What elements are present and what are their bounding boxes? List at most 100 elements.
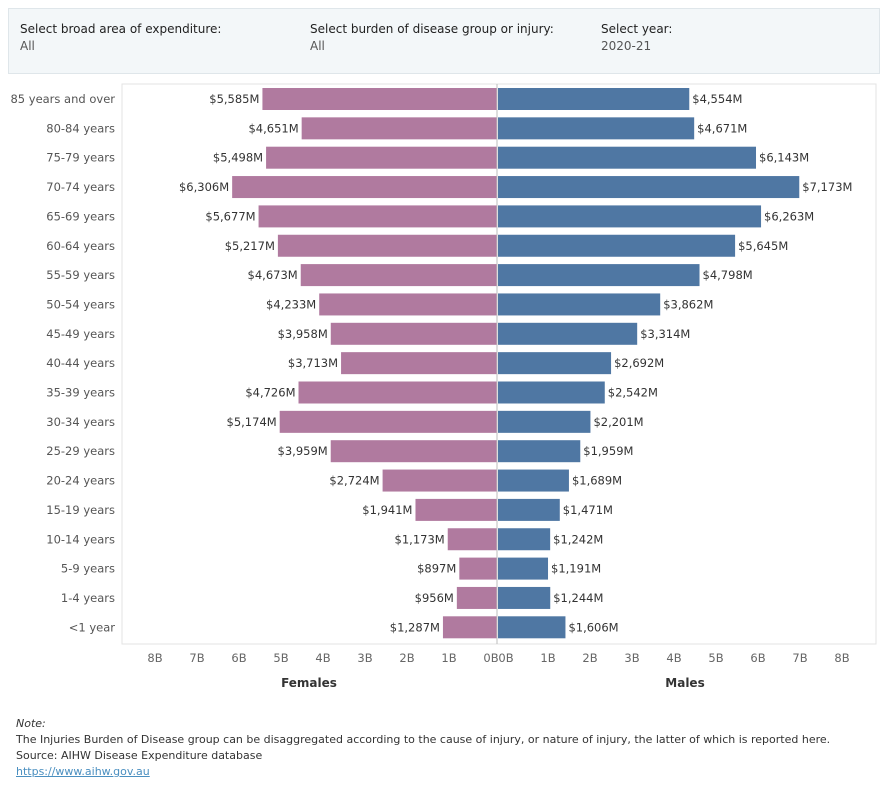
female-bar [266, 146, 497, 169]
male-value-label: $3,314M [640, 327, 690, 341]
male-bar [498, 205, 762, 228]
female-bar [277, 234, 497, 257]
male-value-label: $2,542M [608, 386, 658, 400]
expenditure-area-filter-label: Select broad area of expenditure: [20, 22, 222, 36]
female-value-label: $2,724M [329, 474, 379, 488]
male-bar [498, 557, 549, 580]
male-value-label: $2,692M [614, 356, 664, 370]
male-bar [498, 381, 605, 404]
butterfly-bar-chart: 85 years and over $5,585M $4,554M 80-84 yea… [10, 83, 877, 690]
female-axis-tick: 5B [273, 651, 288, 665]
female-bar [459, 557, 497, 580]
age-group-label: 40-44 years [46, 356, 115, 370]
male-axis-tick: 4B [666, 651, 681, 665]
female-bar [330, 322, 497, 345]
female-axis-tick: 1B [441, 651, 456, 665]
plot-frame [121, 83, 877, 645]
male-value-label: $4,671M [697, 121, 747, 135]
male-value-label: $6,263M [764, 209, 814, 223]
male-bar [498, 293, 661, 316]
male-value-label: $4,554M [692, 92, 742, 106]
age-group-label: 45-49 years [46, 327, 115, 341]
male-value-label: $4,798M [703, 268, 753, 282]
expenditure-area-filter-value[interactable]: All [20, 39, 35, 53]
age-group-label: 60-64 years [46, 239, 115, 253]
age-group-label: <1 year [69, 620, 116, 634]
year-filter-value[interactable]: 2020-21 [601, 39, 652, 53]
female-axis-tick: 2B [399, 651, 414, 665]
male-bar [498, 352, 612, 375]
female-value-label: $4,673M [248, 268, 298, 282]
male-axis-tick: 3B [624, 651, 639, 665]
disease-group-filter[interactable]: Select burden of disease group or injury… [310, 22, 554, 53]
age-group-label: 70-74 years [46, 180, 115, 194]
female-bar [341, 352, 497, 375]
female-bar [298, 381, 497, 404]
female-axis-tick: 3B [357, 651, 372, 665]
age-group-label: 5-9 years [61, 562, 115, 576]
age-group-label: 10-14 years [46, 532, 115, 546]
female-value-label: $3,959M [278, 444, 328, 458]
male-value-label: $2,201M [593, 415, 643, 429]
source-link[interactable]: https://www.aihw.gov.au [16, 765, 150, 778]
female-value-label: $956M [415, 591, 454, 605]
female-bar [442, 616, 497, 639]
female-bar [258, 205, 497, 228]
note-text: The Injuries Burden of Disease group can… [16, 733, 831, 746]
male-value-label: $1,244M [553, 591, 603, 605]
year-filter-label: Select year: [601, 22, 673, 36]
female-bar [262, 88, 497, 110]
female-bar [279, 410, 497, 433]
age-group-label: 1-4 years [61, 591, 115, 605]
note-title: Note: [16, 717, 46, 730]
year-filter[interactable]: Select year: 2020-21 [601, 22, 672, 53]
female-bar [415, 498, 497, 521]
male-axis-tick: 7B [792, 651, 807, 665]
male-bar [498, 322, 638, 345]
expenditure-area-filter[interactable]: Select broad area of expenditure: All [20, 22, 221, 53]
female-value-label: $1,941M [362, 503, 412, 517]
male-bar [498, 469, 569, 492]
female-value-label: $5,498M [213, 151, 263, 165]
female-value-label: $3,958M [278, 327, 328, 341]
female-value-label: $5,677M [205, 209, 255, 223]
female-bar [382, 469, 497, 492]
age-group-label: 65-69 years [46, 209, 115, 223]
age-group-label: 50-54 years [46, 297, 115, 311]
female-bar [300, 264, 497, 287]
female-value-label: $4,726M [245, 386, 295, 400]
age-group-label: 25-29 years [46, 444, 115, 458]
male-axis-tick: 6B [750, 651, 765, 665]
age-group-label: 35-39 years [46, 386, 115, 400]
male-bar [498, 176, 800, 199]
disease-group-filter-value[interactable]: All [310, 39, 325, 53]
female-axis-tick: 8B [147, 651, 162, 665]
male-value-label: $1,242M [553, 532, 603, 546]
female-bar [330, 440, 497, 463]
female-axis-tick: 6B [231, 651, 246, 665]
male-value-label: $1,606M [568, 620, 618, 634]
male-value-label: $1,959M [583, 444, 633, 458]
female-bar [232, 176, 497, 199]
male-bar [498, 498, 560, 521]
male-value-label: $7,173M [802, 180, 852, 194]
male-bar [498, 264, 700, 287]
males-axis-title: Males [665, 676, 704, 690]
female-value-label: $5,217M [225, 239, 275, 253]
age-group-label: 85 years and over [10, 92, 115, 106]
female-value-label: $897M [417, 562, 456, 576]
male-value-label: $1,191M [551, 562, 601, 576]
female-value-label: $3,713M [288, 356, 338, 370]
male-axis-tick: 5B [708, 651, 723, 665]
female-axis-tick: 4B [315, 651, 330, 665]
male-bar [498, 146, 757, 169]
male-axis-tick: 8B [834, 651, 849, 665]
female-value-label: $5,585M [209, 92, 259, 106]
male-value-label: $1,689M [572, 474, 622, 488]
male-bar [498, 88, 690, 110]
female-value-label: $6,306M [179, 180, 229, 194]
source-text: Source: AIHW Disease Expenditure databas… [16, 749, 263, 762]
male-value-label: $5,645M [738, 239, 788, 253]
filter-panel: Select broad area of expenditure: All Se… [8, 8, 880, 74]
female-bar [301, 117, 497, 140]
